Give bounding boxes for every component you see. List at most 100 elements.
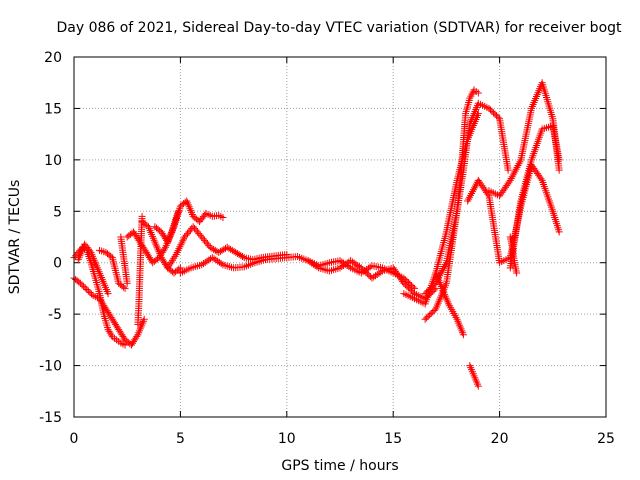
- data-point: [401, 281, 409, 289]
- y-tick-label: 15: [44, 101, 62, 117]
- series-arc-4: [96, 246, 129, 292]
- data-point: [86, 289, 94, 297]
- data-point: [175, 265, 183, 273]
- series-arc-17: [466, 362, 482, 390]
- data-point: [488, 107, 496, 115]
- data-point: [313, 263, 321, 271]
- data-point: [214, 257, 222, 265]
- data-point: [357, 264, 365, 272]
- data-point: [360, 267, 368, 275]
- data-point: [368, 274, 376, 282]
- data-point: [106, 329, 114, 337]
- data-point: [375, 269, 383, 277]
- data-point: [362, 268, 370, 276]
- data-point: [215, 258, 223, 266]
- data-point: [429, 308, 437, 316]
- data-point: [423, 288, 431, 296]
- data-point: [80, 282, 88, 290]
- data-point: [505, 178, 513, 186]
- data-point: [104, 326, 112, 334]
- data-point: [192, 226, 200, 234]
- data-point: [119, 283, 127, 291]
- data-point: [86, 247, 94, 255]
- data-point: [121, 341, 129, 349]
- data-point: [359, 265, 367, 273]
- data-point: [304, 257, 312, 265]
- x-tick-label: 0: [70, 431, 79, 447]
- y-tick-label: 0: [53, 256, 62, 272]
- data-point: [203, 257, 211, 265]
- data-point: [352, 260, 360, 268]
- y-tick-label: 5: [53, 204, 62, 220]
- series-arc-21: [506, 233, 521, 277]
- data-point: [474, 89, 482, 97]
- data-point: [377, 268, 385, 276]
- series-arc-5: [117, 233, 131, 287]
- data-point: [199, 235, 207, 243]
- y-axis-label: SDTVAR / TECUs: [7, 180, 23, 295]
- data-point: [504, 166, 512, 174]
- y-tick-label: -15: [39, 410, 62, 426]
- data-point: [485, 104, 493, 112]
- data-point: [76, 279, 84, 287]
- data-point: [491, 110, 499, 118]
- data-point: [423, 314, 431, 322]
- data-point: [239, 253, 247, 261]
- data-point: [338, 263, 346, 271]
- y-tick-label: -10: [39, 359, 62, 375]
- data-point: [400, 279, 408, 287]
- data-point: [493, 112, 501, 120]
- data-point: [201, 236, 209, 244]
- x-tick-label: 25: [597, 431, 615, 447]
- data-point: [403, 282, 411, 290]
- series-arc-6: [134, 212, 146, 328]
- data-point: [181, 233, 189, 241]
- data-point: [88, 290, 96, 298]
- data-point: [83, 285, 91, 293]
- data-point: [427, 309, 435, 317]
- data-point: [336, 257, 344, 265]
- data-point: [424, 287, 432, 295]
- data-point: [426, 311, 434, 319]
- data-point: [81, 284, 89, 292]
- plot-frame: [73, 56, 607, 418]
- data-point: [205, 256, 213, 264]
- data-point: [198, 233, 206, 241]
- data-point: [208, 254, 216, 262]
- data-point: [409, 288, 417, 296]
- data-point: [494, 113, 502, 121]
- data-point: [212, 256, 220, 264]
- data-point: [199, 260, 207, 268]
- data-point: [429, 282, 437, 290]
- data-point: [366, 263, 374, 271]
- data-point: [121, 284, 129, 292]
- data-point: [195, 230, 203, 238]
- data-point: [219, 213, 227, 221]
- data-point: [424, 312, 432, 320]
- data-point: [341, 260, 349, 268]
- data-point: [474, 382, 482, 390]
- data-point: [363, 270, 371, 278]
- data-point: [421, 315, 429, 323]
- data-point: [105, 327, 113, 335]
- data-point: [373, 271, 381, 279]
- data-point: [371, 272, 379, 280]
- data-point: [217, 260, 225, 268]
- data-point: [459, 331, 467, 339]
- data-point: [555, 156, 563, 164]
- series-arc-16: [432, 269, 467, 339]
- x-tick-label: 15: [384, 431, 402, 447]
- data-point: [133, 332, 141, 340]
- data-point: [107, 331, 115, 339]
- data-point: [193, 228, 201, 236]
- y-tick-label: 10: [44, 153, 62, 169]
- data-point: [555, 166, 563, 174]
- data-point: [201, 258, 209, 266]
- data-point: [365, 271, 373, 279]
- chart-title: Day 086 of 2021, Sidereal Day-to-day VTE…: [56, 20, 622, 36]
- data-point: [537, 175, 545, 183]
- data-points: [70, 79, 563, 390]
- data-point: [427, 284, 435, 292]
- data-point: [203, 240, 211, 248]
